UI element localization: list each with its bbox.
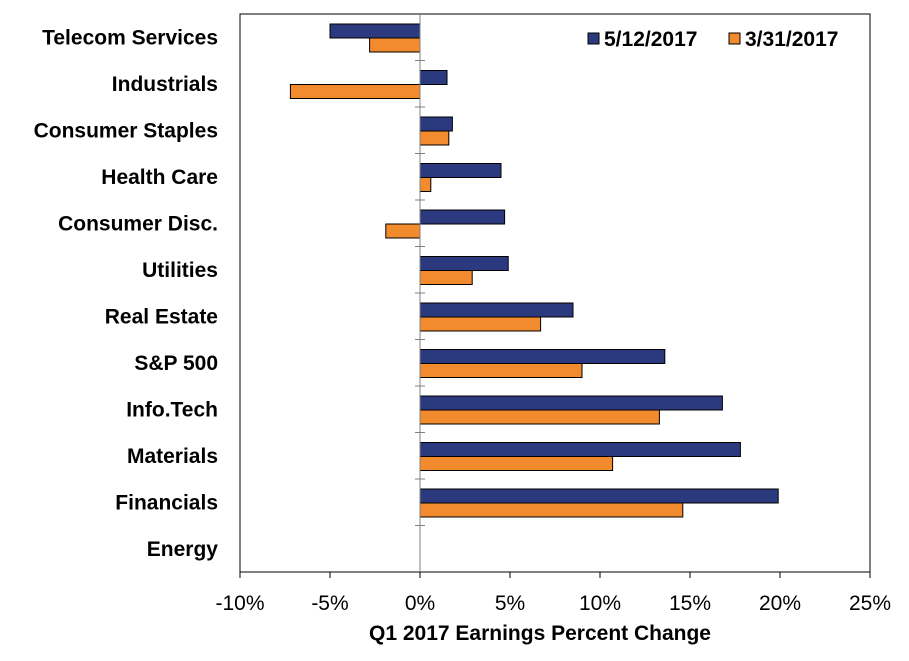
bar-series-2 <box>419 130 450 146</box>
legend-swatch <box>587 32 600 45</box>
bars-group <box>289 23 779 518</box>
bar-series-2 <box>369 37 421 53</box>
value-tick-label: 15% <box>669 592 711 615</box>
value-tick-label: 25% <box>849 592 891 615</box>
bar-series-1 <box>419 442 741 457</box>
bar-series-2 <box>419 502 684 518</box>
category-label: S&P 500 <box>134 352 218 375</box>
bar-series-1 <box>329 23 421 39</box>
value-tick-label: 20% <box>759 592 801 615</box>
value-tick-labels: -10% -5% 0% 5% 10% 15% 20% 25% <box>215 592 891 615</box>
bar-series-1 <box>419 349 666 364</box>
category-label: Info.Tech <box>126 398 218 421</box>
category-label: Financials <box>115 491 218 514</box>
value-tick-label: -10% <box>215 592 264 615</box>
bar-series-2 <box>419 363 583 378</box>
legend-swatch <box>728 32 741 45</box>
value-tick-label: 5% <box>495 592 525 615</box>
bar-series-1 <box>419 395 723 411</box>
category-label: Utilities <box>142 259 218 282</box>
category-labels: Telecom Services Industrials Consumer Stap… <box>34 26 219 561</box>
bar-series-1 <box>419 302 574 318</box>
bar-series-1 <box>419 209 506 225</box>
category-label: Industrials <box>112 73 218 96</box>
value-tick-label: 10% <box>579 592 621 615</box>
category-label: Consumer Disc. <box>58 212 218 235</box>
category-label: Materials <box>127 445 218 468</box>
value-tick-marks <box>239 572 871 578</box>
bar-series-1 <box>419 163 502 178</box>
bar-series-2 <box>419 177 432 192</box>
category-label: Real Estate <box>105 305 218 328</box>
x-axis-title: Q1 2017 Earnings Percent Change <box>369 622 711 645</box>
legend: 5/12/2017 3/31/2017 <box>587 28 838 51</box>
category-label: Telecom Services <box>42 26 218 49</box>
bar-series-1 <box>419 70 448 85</box>
bar-series-2 <box>419 409 660 425</box>
bar-series-2 <box>289 84 421 99</box>
bar-series-2 <box>419 456 614 471</box>
category-tick-marks <box>415 60 425 526</box>
bar-series-1 <box>419 488 779 504</box>
category-label: Health Care <box>101 166 218 189</box>
value-tick-label: -5% <box>311 592 348 615</box>
bar-series-1 <box>419 116 453 132</box>
bar-series-1 <box>419 256 509 271</box>
plot-area <box>239 13 871 573</box>
legend-label: 3/31/2017 <box>745 28 838 51</box>
value-tick-label: 0% <box>405 592 435 615</box>
bar-series-2 <box>419 316 542 332</box>
category-label: Consumer Staples <box>34 119 218 142</box>
category-label: Energy <box>147 538 219 561</box>
bar-series-2 <box>385 223 421 239</box>
legend-label: 5/12/2017 <box>604 28 697 51</box>
bar-series-2 <box>419 270 473 285</box>
